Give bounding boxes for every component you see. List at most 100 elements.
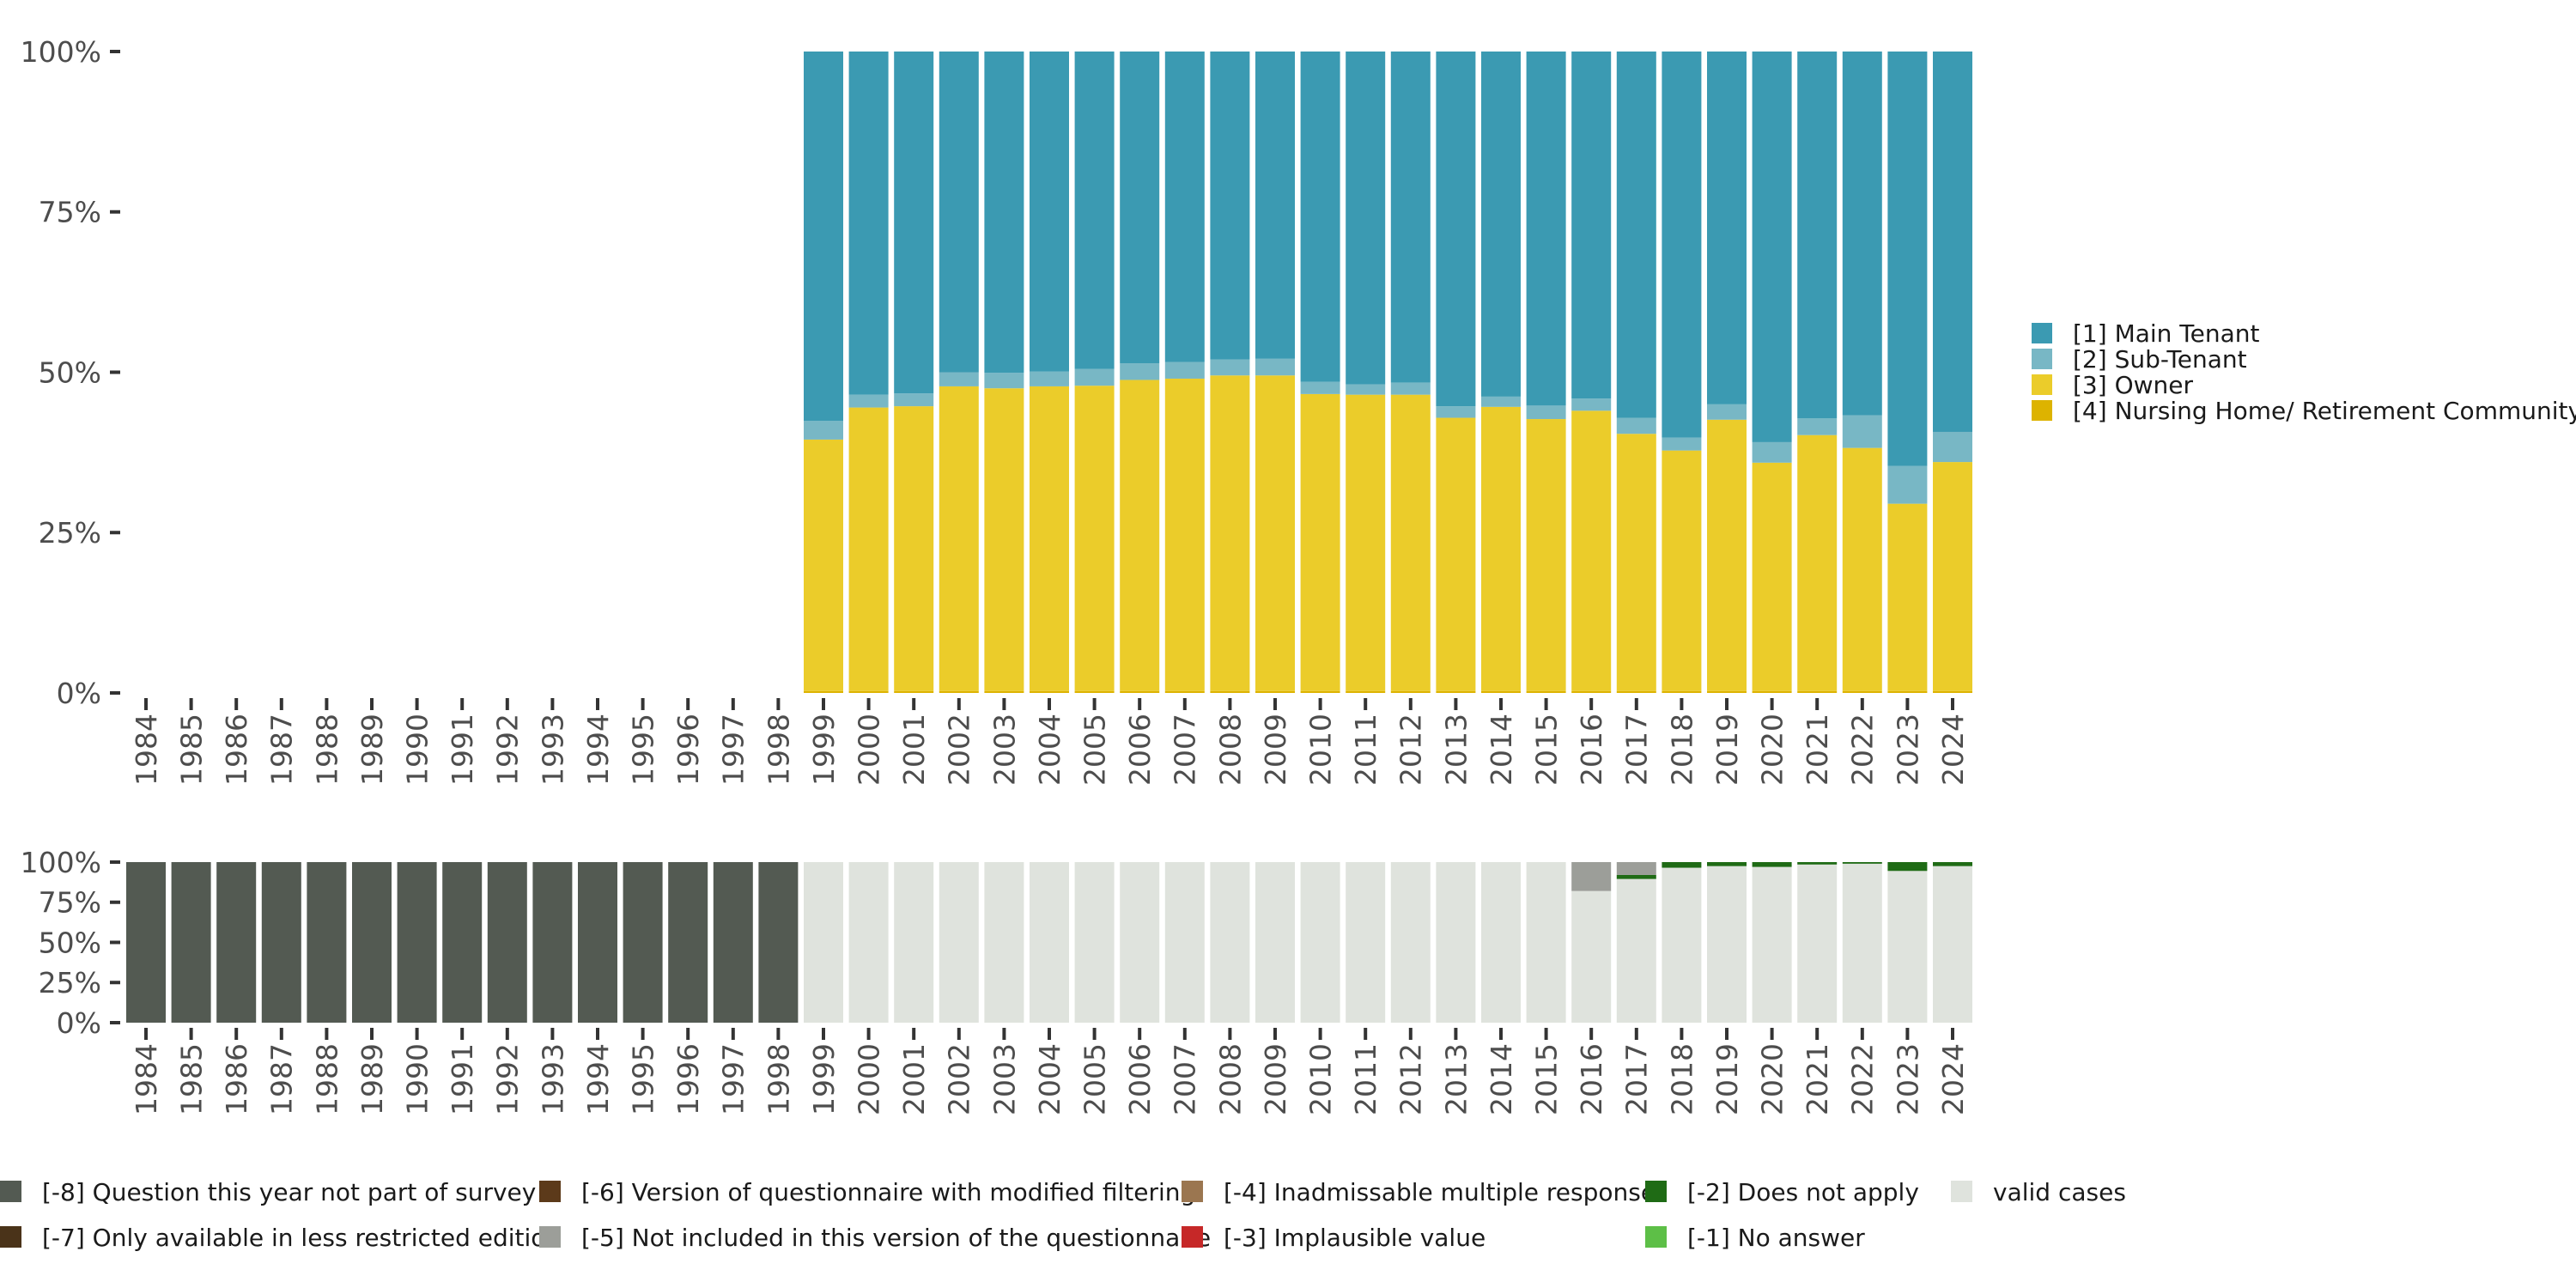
bar-1-main-tenant-2024	[1933, 52, 1972, 432]
bar-2-sub-tenant-2018	[1662, 437, 1702, 451]
bar-valid-cases-2019	[1707, 866, 1747, 1023]
bar-4-nursing-home-retirement-community-2019	[1707, 690, 1747, 693]
x-tick-label: 1998	[762, 1043, 795, 1115]
x-tick-label: 2023	[1891, 714, 1924, 786]
bar-8-question-this-year-not-part-of-survey-1985	[171, 862, 211, 1023]
x-tick-label: 1985	[174, 714, 208, 786]
bar-8-question-this-year-not-part-of-survey-1997	[713, 862, 753, 1023]
bar-3-owner-2008	[1210, 375, 1250, 691]
x-tick-label: 2017	[1620, 714, 1654, 786]
bar-1-main-tenant-2015	[1526, 52, 1566, 406]
x-tick-label: 1992	[491, 1043, 525, 1115]
bar-3-owner-2020	[1752, 462, 1792, 691]
bar-3-owner-2015	[1526, 419, 1566, 691]
bar-1-main-tenant-2002	[939, 52, 979, 373]
bar-3-owner-2007	[1164, 378, 1205, 691]
bar-1-main-tenant-2005	[1074, 52, 1115, 369]
legend-swatch-8-question-this-year-not-part-of-survey	[0, 1181, 21, 1202]
bar-3-owner-1999	[804, 439, 843, 691]
bar-3-owner-2022	[1842, 447, 1882, 691]
x-tick-label: 2001	[897, 714, 931, 786]
x-tick-label: 2011	[1349, 1043, 1382, 1115]
legend-swatch-1-no-answer	[1645, 1226, 1667, 1248]
legend-swatch-6-version-of-questionnaire-with-modified-filtering	[539, 1181, 561, 1202]
bar-valid-cases-2021	[1797, 864, 1838, 1023]
bar-3-owner-2003	[984, 388, 1024, 691]
x-tick-label: 1986	[220, 714, 253, 786]
bar-valid-cases-2013	[1436, 862, 1476, 1023]
bar-2-does-not-apply-2022	[1842, 862, 1882, 864]
y-tick-label: 50%	[39, 355, 101, 389]
bar-valid-cases-2003	[984, 862, 1024, 1023]
legend-label-5-not-included-in-this-version-of-the-questionnaire: [-5] Not included in this version of the…	[581, 1224, 1211, 1252]
y-tick-label: 100%	[21, 846, 101, 879]
bar-8-question-this-year-not-part-of-survey-1984	[126, 862, 166, 1023]
bar-3-owner-2023	[1887, 503, 1928, 691]
bar-2-sub-tenant-2001	[894, 393, 934, 407]
y-tick-label: 50%	[39, 926, 101, 959]
bar-8-question-this-year-not-part-of-survey-1991	[442, 862, 483, 1023]
x-tick-label: 1992	[491, 714, 525, 786]
bar-2-sub-tenant-2000	[848, 394, 889, 408]
top-chart: 0% 25% 50% 75% 100% 1984 1985 1986 1987 1988 1989 1…	[21, 35, 1972, 786]
bar-4-nursing-home-retirement-community-2020	[1752, 690, 1792, 693]
bar-2-sub-tenant-2002	[939, 372, 979, 386]
x-tick-label: 1993	[536, 1043, 569, 1115]
bar-3-owner-2006	[1120, 380, 1160, 691]
x-tick-label: 2024	[1936, 1043, 1970, 1115]
bar-2-sub-tenant-2011	[1346, 384, 1386, 395]
x-tick-label: 1995	[626, 1043, 659, 1115]
legend-label-valid-cases: valid cases	[1993, 1178, 2126, 1206]
bar-3-owner-2018	[1662, 450, 1702, 691]
bar-8-question-this-year-not-part-of-survey-1996	[668, 862, 708, 1023]
x-tick-label: 1989	[355, 1043, 389, 1115]
bar-4-nursing-home-retirement-community-2003	[984, 690, 1024, 693]
bar-valid-cases-2022	[1842, 863, 1882, 1023]
x-tick-label: 2020	[1755, 714, 1789, 786]
x-tick-label: 1985	[174, 1043, 208, 1115]
x-tick-label: 2006	[1123, 714, 1157, 786]
bar-2-sub-tenant-2014	[1481, 396, 1521, 407]
bar-8-question-this-year-not-part-of-survey-1992	[487, 862, 527, 1023]
bar-1-main-tenant-2003	[984, 52, 1024, 374]
bar-valid-cases-2002	[939, 862, 979, 1023]
x-tick-label: 2020	[1755, 1043, 1789, 1115]
bar-8-question-this-year-not-part-of-survey-1988	[307, 862, 347, 1023]
y-tick-label: 25%	[39, 966, 101, 999]
bar-1-main-tenant-2009	[1255, 52, 1295, 359]
x-tick-label: 2014	[1485, 714, 1518, 786]
bar-2-does-not-apply-2023	[1887, 862, 1928, 872]
bar-3-owner-2013	[1436, 417, 1476, 691]
bar-3-owner-2011	[1346, 394, 1386, 691]
x-tick-label: 2004	[1033, 714, 1066, 786]
y-tick-label: 0%	[57, 1006, 101, 1040]
x-tick-label: 2007	[1169, 714, 1202, 786]
bar-2-does-not-apply-2017	[1616, 874, 1656, 879]
bar-2-sub-tenant-2009	[1255, 358, 1295, 376]
x-tick-label: 2018	[1665, 714, 1698, 786]
bar-4-nursing-home-retirement-community-2011	[1346, 690, 1386, 693]
legend-label-1-main-tenant: [1] Main Tenant	[2073, 319, 2260, 348]
bar-3-owner-2001	[894, 406, 934, 691]
bar-8-question-this-year-not-part-of-survey-1986	[216, 862, 257, 1023]
x-tick-label: 2001	[897, 1043, 931, 1115]
bar-2-does-not-apply-2019	[1707, 862, 1747, 866]
x-tick-label: 2009	[1259, 1043, 1292, 1115]
bar-1-main-tenant-2021	[1797, 52, 1838, 419]
x-tick-label: 1993	[536, 714, 569, 786]
bar-1-main-tenant-2014	[1481, 52, 1521, 397]
bar-4-nursing-home-retirement-community-2006	[1120, 690, 1160, 693]
bar-2-sub-tenant-2016	[1571, 398, 1612, 411]
bar-2-sub-tenant-2023	[1887, 465, 1928, 504]
bar-4-nursing-home-retirement-community-2024	[1933, 690, 1972, 693]
x-tick-label: 1999	[807, 1043, 841, 1115]
bar-2-does-not-apply-2020	[1752, 862, 1792, 867]
bar-4-nursing-home-retirement-community-2021	[1797, 690, 1838, 693]
x-tick-label: 1994	[581, 1043, 615, 1115]
bar-2-sub-tenant-2013	[1436, 406, 1476, 418]
x-tick-label: 2002	[943, 1043, 976, 1115]
x-tick-label: 1996	[671, 1043, 705, 1115]
bar-3-owner-2016	[1571, 410, 1612, 691]
bar-4-nursing-home-retirement-community-2014	[1481, 690, 1521, 693]
legend-swatch-3-implausible-value	[1182, 1226, 1203, 1248]
